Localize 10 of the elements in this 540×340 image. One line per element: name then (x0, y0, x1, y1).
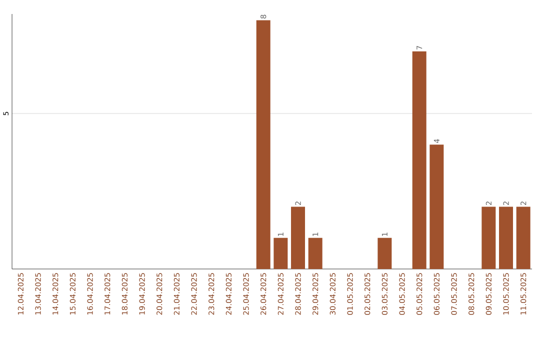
bar (308, 238, 322, 269)
bar (274, 238, 288, 269)
bar (516, 206, 530, 269)
bar (430, 144, 444, 269)
bar (291, 206, 306, 269)
bar (378, 238, 392, 269)
bar (412, 51, 426, 269)
bar (499, 206, 514, 269)
bar (256, 20, 270, 269)
bar (482, 206, 496, 269)
